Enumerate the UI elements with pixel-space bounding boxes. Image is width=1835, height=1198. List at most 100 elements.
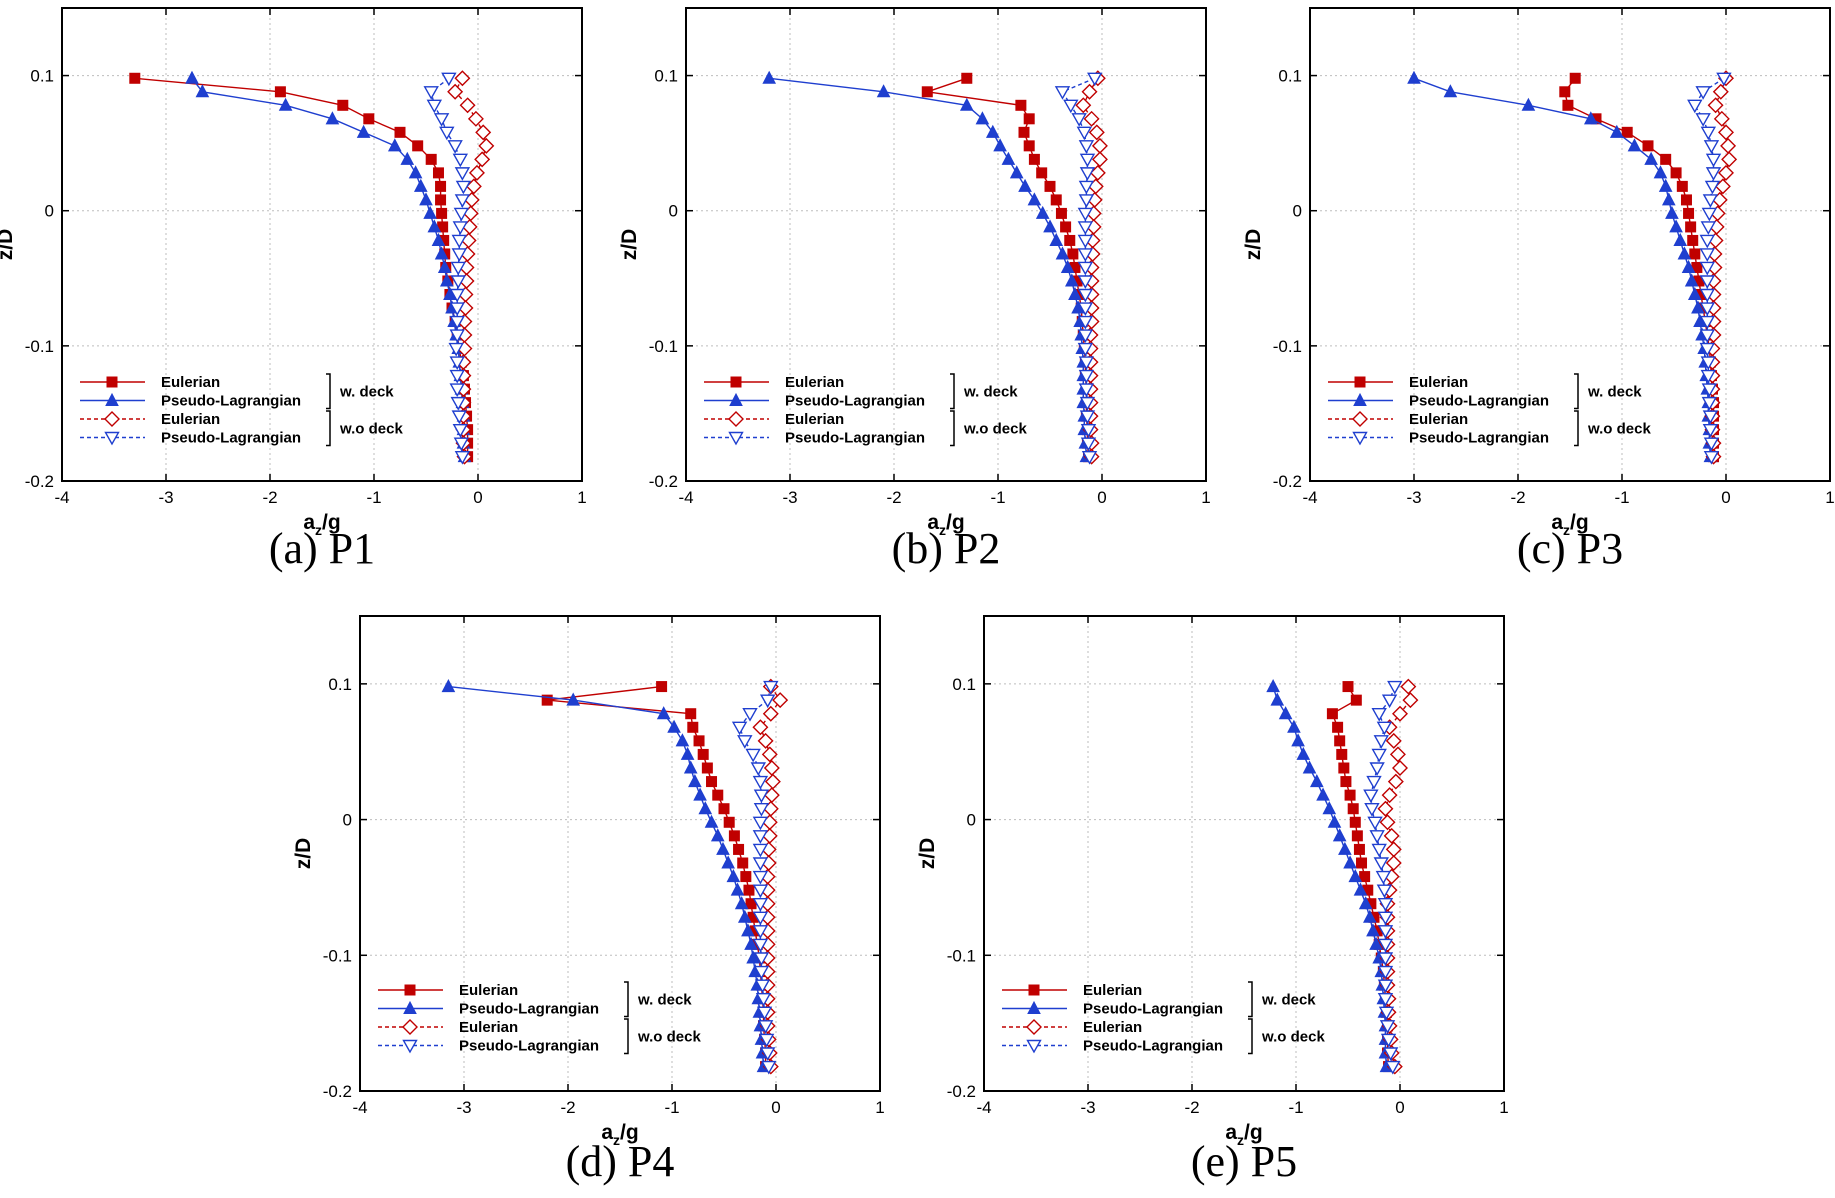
chart-panel-1: -4 -3 -2 -1 0 1-0.2-0.100.1az/gz/DEulerianPse…: [0, 7, 587, 573]
data-point: [1055, 207, 1067, 219]
data-point: [1028, 153, 1040, 165]
data-point: [1699, 261, 1715, 276]
x-tick-label: 1: [875, 1098, 884, 1117]
data-point: [1609, 124, 1624, 138]
legend-label: Eulerian: [1409, 374, 1468, 391]
data-point: [449, 356, 465, 370]
data-point: [1036, 167, 1048, 179]
data-point: [1377, 965, 1394, 980]
data-point: [759, 694, 776, 709]
chart-panel-3: -4 -3 -2 -1 0 1-0.2-0.100.1az/gz/DEulerianPse…: [1242, 7, 1835, 573]
legend-label: Eulerian: [161, 411, 220, 428]
data-point: [1699, 302, 1715, 316]
x-axis-label-tail: /g: [946, 511, 965, 534]
data-point: [1707, 97, 1724, 114]
data-point: [1369, 762, 1385, 776]
data-point: [1078, 356, 1095, 370]
data-point: [1266, 678, 1280, 693]
y-tick-label: -0.2: [323, 1082, 352, 1101]
legend-label: Pseudo-Lagrangian: [459, 1001, 599, 1018]
panel-caption: (c) P3: [1517, 524, 1623, 573]
legend-group-w-deck: w. deck: [339, 383, 394, 400]
data-point: [1366, 775, 1382, 790]
legend-label: Pseudo-Lagrangian: [459, 1038, 599, 1055]
legend-bracket-w-deck: [326, 373, 331, 410]
x-tick-label: -3: [158, 488, 173, 507]
legend-marker: [402, 1039, 418, 1054]
data-point: [1385, 732, 1402, 749]
legend-label: Pseudo-Lagrangian: [1409, 393, 1549, 410]
data-point: [454, 450, 471, 465]
data-point: [1701, 396, 1718, 411]
data-point: [1302, 760, 1317, 774]
data-point: [1367, 816, 1383, 831]
legend-label: Eulerian: [785, 411, 844, 428]
data-point: [337, 99, 349, 111]
data-point: [1050, 194, 1062, 206]
data-point: [746, 950, 760, 964]
data-point: [1334, 735, 1346, 747]
data-point: [740, 871, 752, 883]
data-point: [761, 746, 778, 763]
data-point: [1718, 124, 1734, 141]
data-point: [1342, 681, 1354, 693]
legend-label: Pseudo-Lagrangian: [785, 430, 925, 447]
data-point: [1049, 232, 1064, 246]
data-point: [753, 803, 770, 817]
data-point: [1670, 167, 1682, 179]
data-point: [433, 113, 450, 127]
x-axis-label: az/g: [303, 511, 340, 538]
data-point: [1400, 678, 1417, 695]
data-point: [1077, 275, 1094, 289]
data-point: [1023, 140, 1035, 152]
data-point: [1443, 84, 1458, 98]
data-point: [752, 884, 769, 899]
data-point: [759, 1047, 776, 1061]
data-point: [1371, 708, 1387, 722]
x-axis-label-subscript: z: [1237, 1132, 1244, 1148]
data-point: [1359, 871, 1371, 883]
data-point: [1353, 843, 1365, 855]
data-point: [1691, 300, 1705, 314]
data-point: [737, 857, 749, 869]
data-point: [741, 923, 755, 937]
legend-marker: [728, 411, 744, 427]
plot-frame: [1309, 7, 1831, 482]
data-point: [436, 207, 448, 219]
x-axis-label-subscript: z: [1563, 522, 1570, 538]
legend-group-w-deck: w. deck: [1587, 383, 1642, 400]
data-point: [1369, 830, 1385, 844]
data-point: [1621, 126, 1633, 138]
data-point: [1385, 1060, 1401, 1075]
data-point: [426, 99, 443, 114]
x-tick-label: -3: [456, 1098, 471, 1117]
legend-bracket-wo-deck: [1574, 410, 1579, 447]
panel-caption: (a) P1: [269, 524, 375, 573]
legend-label: Eulerian: [785, 374, 844, 391]
data-point: [1369, 936, 1383, 950]
data-point: [737, 909, 752, 923]
y-tick-label: 0.1: [328, 675, 352, 694]
data-point: [1703, 450, 1720, 465]
data-point: [1377, 911, 1394, 926]
data-point: [439, 273, 454, 287]
data-point: [687, 721, 699, 733]
x-tick-label: -4: [976, 1098, 991, 1117]
data-point: [423, 86, 439, 100]
plot-frame: [359, 615, 881, 1092]
data-point: [975, 111, 990, 125]
data-point: [1702, 194, 1719, 208]
data-point: [1054, 86, 1071, 100]
series-lag-nodeck: [1363, 680, 1403, 1075]
data-point: [675, 733, 690, 747]
data-point: [1344, 789, 1356, 801]
y-tick-label: 0: [669, 202, 678, 221]
data-point: [453, 207, 470, 222]
data-point: [1078, 180, 1095, 195]
data-point: [1081, 83, 1098, 100]
data-point: [1079, 396, 1096, 411]
x-tick-label: -2: [560, 1098, 575, 1117]
data-point: [1701, 207, 1718, 222]
data-point: [431, 232, 446, 246]
